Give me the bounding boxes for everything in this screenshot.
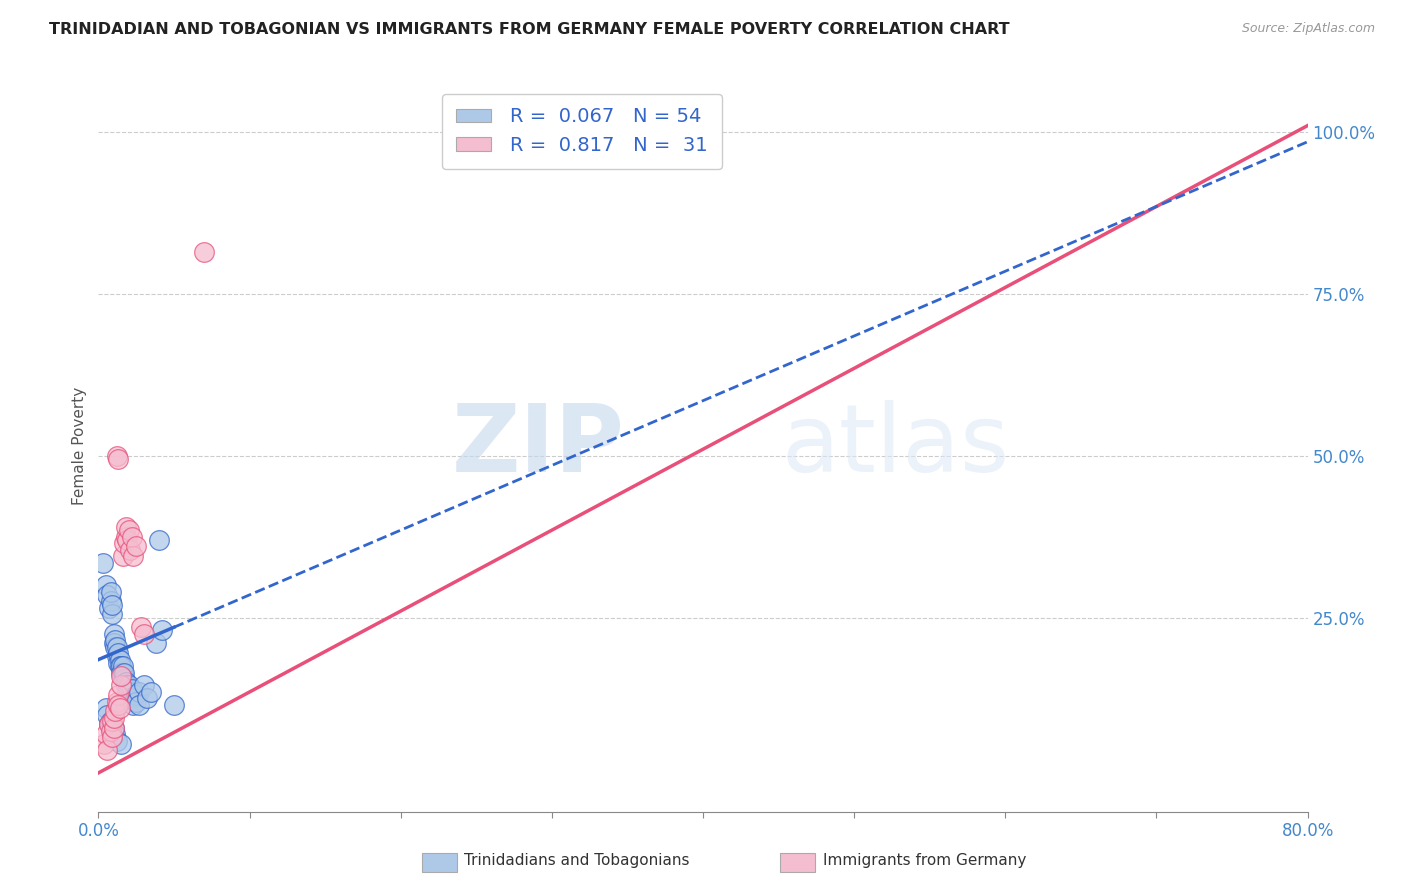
Point bbox=[104, 705, 127, 719]
Point bbox=[98, 717, 121, 731]
Point bbox=[104, 633, 127, 648]
Point bbox=[105, 649, 128, 664]
Point bbox=[110, 678, 132, 692]
Point bbox=[91, 556, 114, 570]
Point bbox=[101, 598, 124, 612]
Y-axis label: Female Poverty: Female Poverty bbox=[72, 387, 87, 505]
Point bbox=[141, 685, 163, 699]
Point bbox=[193, 244, 215, 259]
Legend: R =  0.067   N = 54, R =  0.817   N =  31: R = 0.067 N = 54, R = 0.817 N = 31 bbox=[443, 94, 721, 169]
Point bbox=[104, 640, 127, 654]
Point bbox=[101, 731, 124, 745]
Point bbox=[115, 685, 138, 699]
Point bbox=[101, 607, 124, 622]
Point bbox=[103, 626, 125, 640]
Point bbox=[103, 636, 125, 650]
Point bbox=[108, 659, 131, 673]
Point bbox=[121, 530, 143, 544]
Text: Trinidadians and Tobagonians: Trinidadians and Tobagonians bbox=[464, 853, 689, 868]
Text: ZIP: ZIP bbox=[451, 400, 624, 492]
Point bbox=[107, 698, 129, 712]
Point bbox=[93, 737, 115, 751]
Point bbox=[94, 701, 117, 715]
Point bbox=[125, 688, 148, 702]
Point bbox=[96, 588, 118, 602]
Point bbox=[110, 665, 132, 680]
Point bbox=[96, 707, 118, 722]
Point bbox=[115, 681, 138, 696]
Point bbox=[100, 584, 122, 599]
Point bbox=[122, 549, 145, 563]
Point bbox=[108, 701, 131, 715]
Point bbox=[122, 691, 145, 706]
Point bbox=[96, 743, 118, 757]
Point bbox=[103, 711, 125, 725]
Point bbox=[112, 665, 135, 680]
Point bbox=[118, 678, 141, 692]
Point bbox=[107, 646, 129, 660]
Point bbox=[121, 681, 143, 696]
Point bbox=[114, 678, 136, 692]
Point bbox=[101, 714, 124, 728]
Point bbox=[107, 452, 129, 467]
Text: Source: ZipAtlas.com: Source: ZipAtlas.com bbox=[1241, 22, 1375, 36]
Point bbox=[122, 698, 145, 712]
Point bbox=[105, 449, 128, 463]
Point bbox=[125, 539, 148, 553]
Point bbox=[98, 717, 121, 731]
Point bbox=[105, 695, 128, 709]
Point bbox=[104, 727, 127, 741]
Point bbox=[135, 691, 157, 706]
Point bbox=[114, 675, 136, 690]
Point bbox=[118, 685, 141, 699]
Point bbox=[105, 733, 128, 747]
Point bbox=[129, 620, 152, 634]
Point bbox=[100, 594, 122, 608]
Point bbox=[114, 530, 136, 544]
Point bbox=[128, 698, 150, 712]
Point bbox=[103, 721, 125, 735]
Point bbox=[107, 656, 129, 670]
Point bbox=[100, 714, 122, 728]
Point bbox=[108, 652, 131, 666]
Point bbox=[110, 737, 132, 751]
Point bbox=[120, 542, 142, 557]
Point bbox=[94, 578, 117, 592]
Point bbox=[112, 672, 135, 686]
Point bbox=[163, 698, 186, 712]
Point bbox=[94, 727, 117, 741]
Point bbox=[105, 640, 128, 654]
Point bbox=[118, 523, 141, 537]
Point bbox=[111, 665, 134, 680]
Point bbox=[114, 520, 136, 534]
Point bbox=[110, 669, 132, 683]
Point bbox=[128, 685, 150, 699]
Point bbox=[125, 695, 148, 709]
Point bbox=[145, 636, 167, 650]
Point bbox=[150, 624, 173, 638]
Point bbox=[132, 626, 155, 640]
Text: TRINIDADIAN AND TOBAGONIAN VS IMMIGRANTS FROM GERMANY FEMALE POVERTY CORRELATION: TRINIDADIAN AND TOBAGONIAN VS IMMIGRANTS… bbox=[49, 22, 1010, 37]
Point bbox=[103, 721, 125, 735]
Point bbox=[101, 723, 124, 738]
Point bbox=[100, 723, 122, 738]
Point bbox=[120, 691, 142, 706]
Point bbox=[110, 659, 132, 673]
Point bbox=[115, 533, 138, 547]
Text: atlas: atlas bbox=[782, 400, 1010, 492]
Point bbox=[111, 549, 134, 563]
Text: Immigrants from Germany: Immigrants from Germany bbox=[823, 853, 1026, 868]
Point bbox=[112, 536, 135, 550]
Point bbox=[148, 533, 170, 547]
Point bbox=[107, 688, 129, 702]
Point bbox=[111, 659, 134, 673]
Point bbox=[98, 600, 121, 615]
Point bbox=[132, 678, 155, 692]
